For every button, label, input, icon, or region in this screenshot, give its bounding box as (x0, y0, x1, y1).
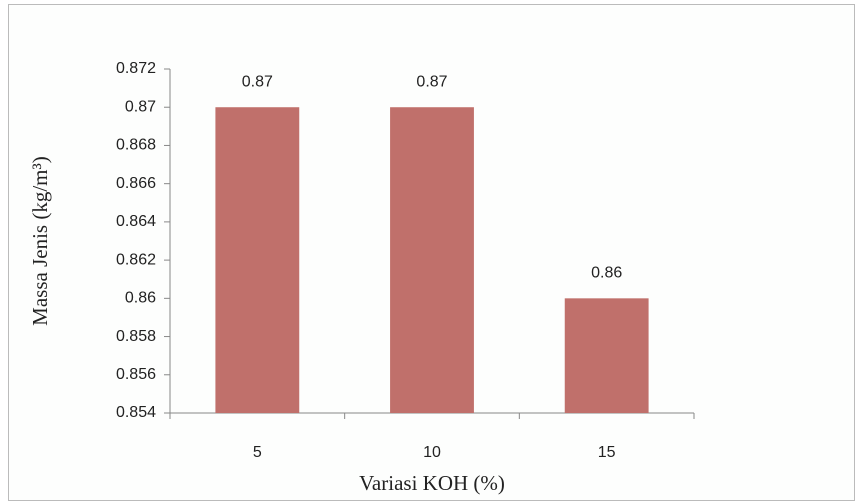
bar (564, 298, 649, 413)
y-axis-title: Massa Jenis (kg/m³) (28, 156, 52, 326)
y-tick-label: 0.872 (116, 60, 156, 77)
y-tick-label: 0.87 (125, 98, 156, 115)
data-label: 0.87 (416, 73, 447, 90)
y-tick-label: 0.864 (116, 213, 156, 230)
y-tick-label: 0.854 (116, 404, 156, 421)
bar (390, 107, 474, 413)
bar (215, 107, 300, 413)
x-tick-label: 5 (253, 444, 262, 461)
x-tick-label: 15 (598, 444, 616, 461)
data-label: 0.87 (242, 73, 273, 90)
y-tick-label: 0.868 (116, 137, 156, 154)
y-tick-label: 0.862 (116, 251, 156, 268)
y-tick-label: 0.856 (116, 366, 156, 383)
y-tick-label: 0.858 (116, 328, 156, 345)
y-tick-label: 0.866 (116, 175, 156, 192)
x-tick-label: 10 (423, 444, 441, 461)
x-axis-title: Variasi KOH (%) (359, 471, 505, 495)
data-label: 0.86 (591, 265, 622, 282)
y-tick-label: 0.86 (125, 290, 156, 307)
